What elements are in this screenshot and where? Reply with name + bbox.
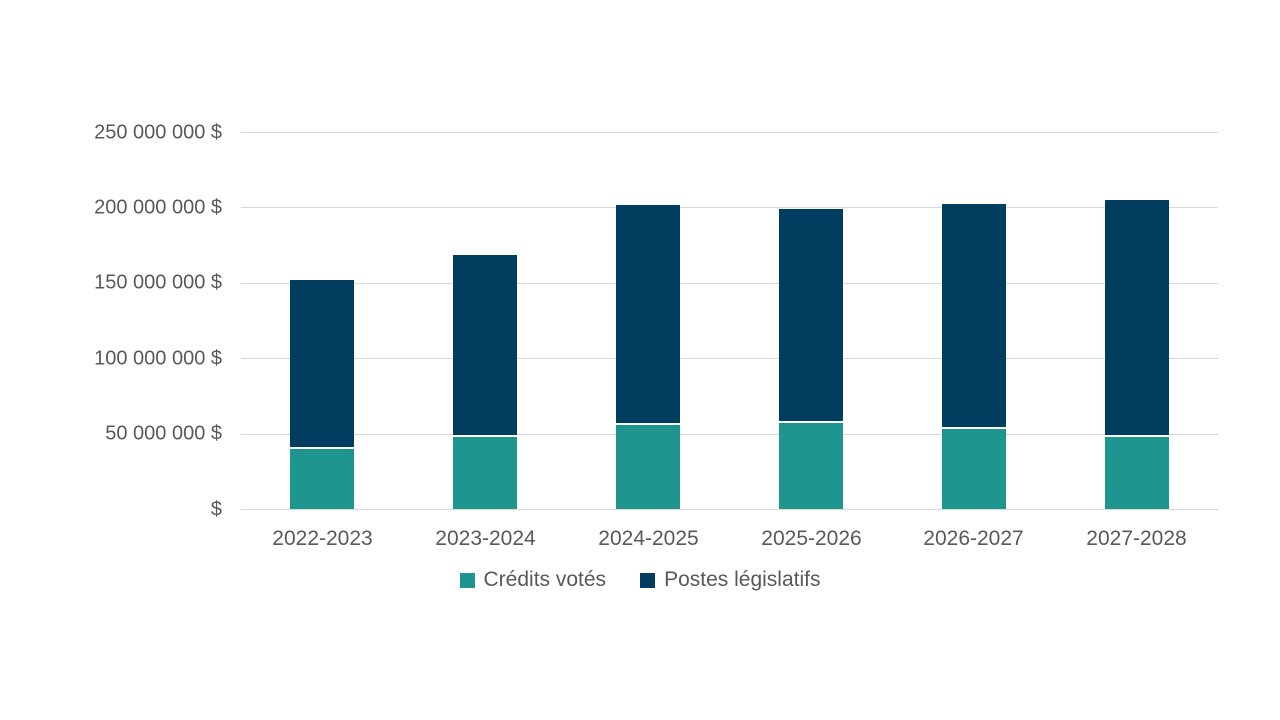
y-axis-tick-label: 150 000 000 $ <box>94 271 222 294</box>
bar-column-2 <box>453 255 517 509</box>
x-axis-label: 2027-2028 <box>1086 527 1187 550</box>
x-axis-label: 2022-2023 <box>272 527 373 550</box>
legend-label: Postes législatifs <box>664 568 821 591</box>
gridline <box>241 509 1218 510</box>
bar-column-5 <box>942 204 1006 509</box>
gridline <box>241 358 1218 360</box>
bar-column-4 <box>779 209 843 509</box>
gridline <box>241 433 1218 435</box>
y-axis-tick-label: $ <box>210 498 222 520</box>
segment-credits-votes <box>1105 437 1169 509</box>
segment-postes-legislatifs <box>779 209 843 423</box>
legend-item-credits-votes: Crédits votés <box>459 568 607 592</box>
segment-postes-legislatifs <box>616 205 680 425</box>
gridline <box>241 132 1218 133</box>
gridline <box>241 282 1218 284</box>
segment-postes-legislatifs <box>942 204 1006 429</box>
segment-postes-legislatifs <box>1105 200 1169 437</box>
segment-credits-votes <box>616 425 680 509</box>
y-axis-tick-label: 200 000 000 $ <box>94 196 222 219</box>
bar-column-3 <box>616 205 680 509</box>
segment-postes-legislatifs <box>453 255 517 437</box>
y-axis-tick-label: 50 000 000 $ <box>105 422 222 445</box>
x-axis-label: 2025-2026 <box>761 527 862 550</box>
legend-label: Crédits votés <box>483 568 607 591</box>
segment-postes-legislatifs <box>290 280 354 449</box>
x-axis-label: 2026-2027 <box>923 527 1024 550</box>
segment-credits-votes <box>290 449 354 509</box>
segment-credits-votes <box>453 437 517 509</box>
segment-credits-votes <box>779 423 843 509</box>
legend-swatch-icon <box>640 572 656 588</box>
segment-credits-votes <box>942 429 1006 509</box>
gridline <box>241 207 1218 209</box>
y-axis-tick-label: 250 000 000 $ <box>94 121 222 143</box>
legend-swatch-icon <box>459 572 475 588</box>
bar-column-1 <box>290 280 354 509</box>
x-axis-label: 2024-2025 <box>598 527 699 550</box>
legend-item-postes-legislatifs: Postes législatifs <box>640 568 820 592</box>
x-axis-label: 2023-2024 <box>435 527 536 550</box>
bar-column-6 <box>1105 200 1169 509</box>
y-axis-tick-label: 100 000 000 $ <box>94 347 222 370</box>
legend: Crédits votés Postes législatifs <box>0 568 1280 592</box>
